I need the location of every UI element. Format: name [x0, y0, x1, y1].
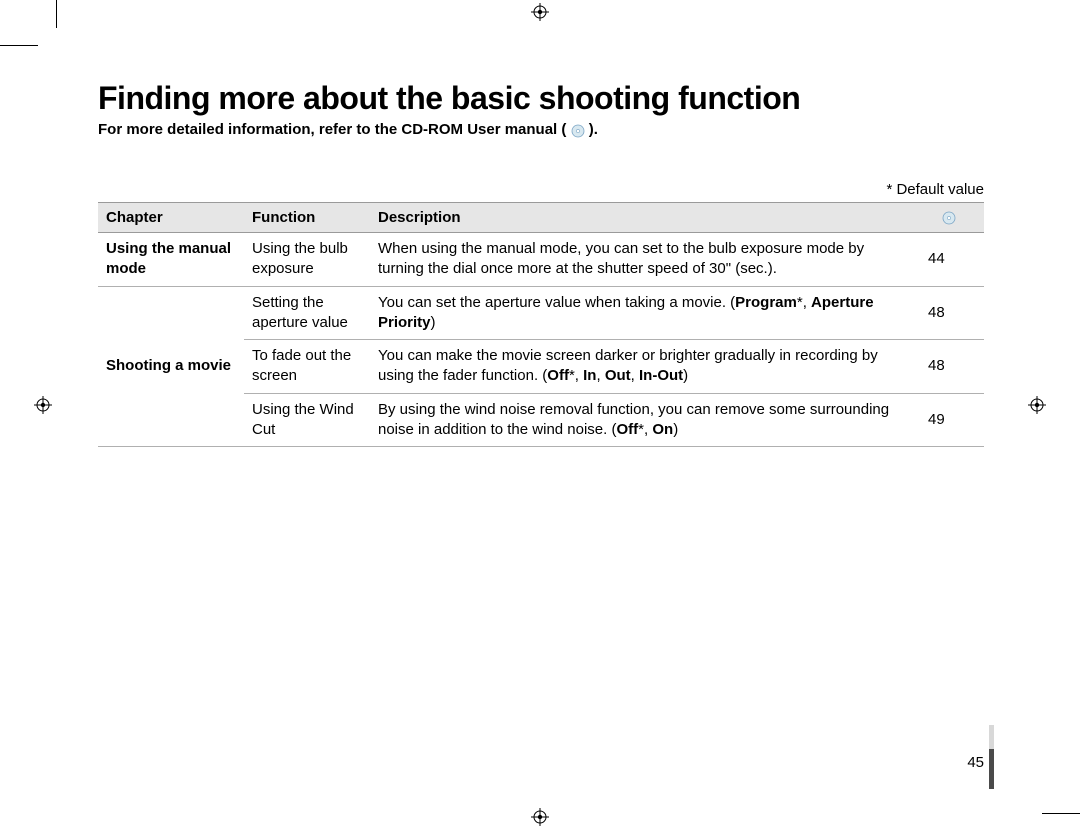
table-row: Using the manual mode Using the bulb exp…	[98, 233, 984, 287]
registration-mark-icon	[531, 808, 549, 826]
table-row: Shooting a movie Setting the aperture va…	[98, 286, 984, 340]
registration-mark-icon	[1028, 396, 1046, 414]
page-content: Finding more about the basic shooting fu…	[98, 80, 984, 447]
cell-description: You can set the aperture value when taki…	[370, 286, 914, 340]
crop-mark	[56, 0, 57, 28]
registration-mark-icon	[531, 3, 549, 21]
cd-rom-icon	[942, 209, 956, 226]
header-description: Description	[370, 202, 914, 233]
page-title: Finding more about the basic shooting fu…	[98, 80, 984, 117]
subtitle-suffix: ).	[589, 121, 598, 138]
cell-chapter: Using the manual mode	[98, 233, 244, 287]
cell-description: When using the manual mode, you can set …	[370, 233, 914, 287]
header-page-icon	[914, 202, 984, 233]
header-chapter: Chapter	[98, 202, 244, 233]
page-tab-marker	[989, 725, 994, 749]
header-function: Function	[244, 202, 370, 233]
cell-chapter: Shooting a movie	[98, 286, 244, 447]
default-value-note: * Default value	[98, 181, 984, 198]
page-tab-marker	[989, 749, 994, 789]
table-header-row: Chapter Function Description	[98, 202, 984, 233]
registration-mark-icon	[34, 396, 52, 414]
cell-description: You can make the movie screen darker or …	[370, 340, 914, 394]
cell-description: By using the wind noise removal function…	[370, 393, 914, 447]
cell-page: 44	[914, 233, 984, 287]
cell-function: Using the bulb exposure	[244, 233, 370, 287]
cell-function: Using the Wind Cut	[244, 393, 370, 447]
cell-page: 49	[914, 393, 984, 447]
cell-page: 48	[914, 340, 984, 394]
cell-function: To fade out the screen	[244, 340, 370, 394]
subtitle-text: For more detailed information, refer to …	[98, 121, 566, 138]
function-table: Chapter Function Description Using the m…	[98, 202, 984, 448]
page-subtitle: For more detailed information, refer to …	[98, 121, 984, 139]
cell-page: 48	[914, 286, 984, 340]
page-number: 45	[967, 754, 984, 771]
cd-rom-icon	[571, 122, 585, 139]
cell-function: Setting the aperture value	[244, 286, 370, 340]
crop-mark	[0, 45, 38, 46]
crop-mark	[1042, 813, 1080, 814]
